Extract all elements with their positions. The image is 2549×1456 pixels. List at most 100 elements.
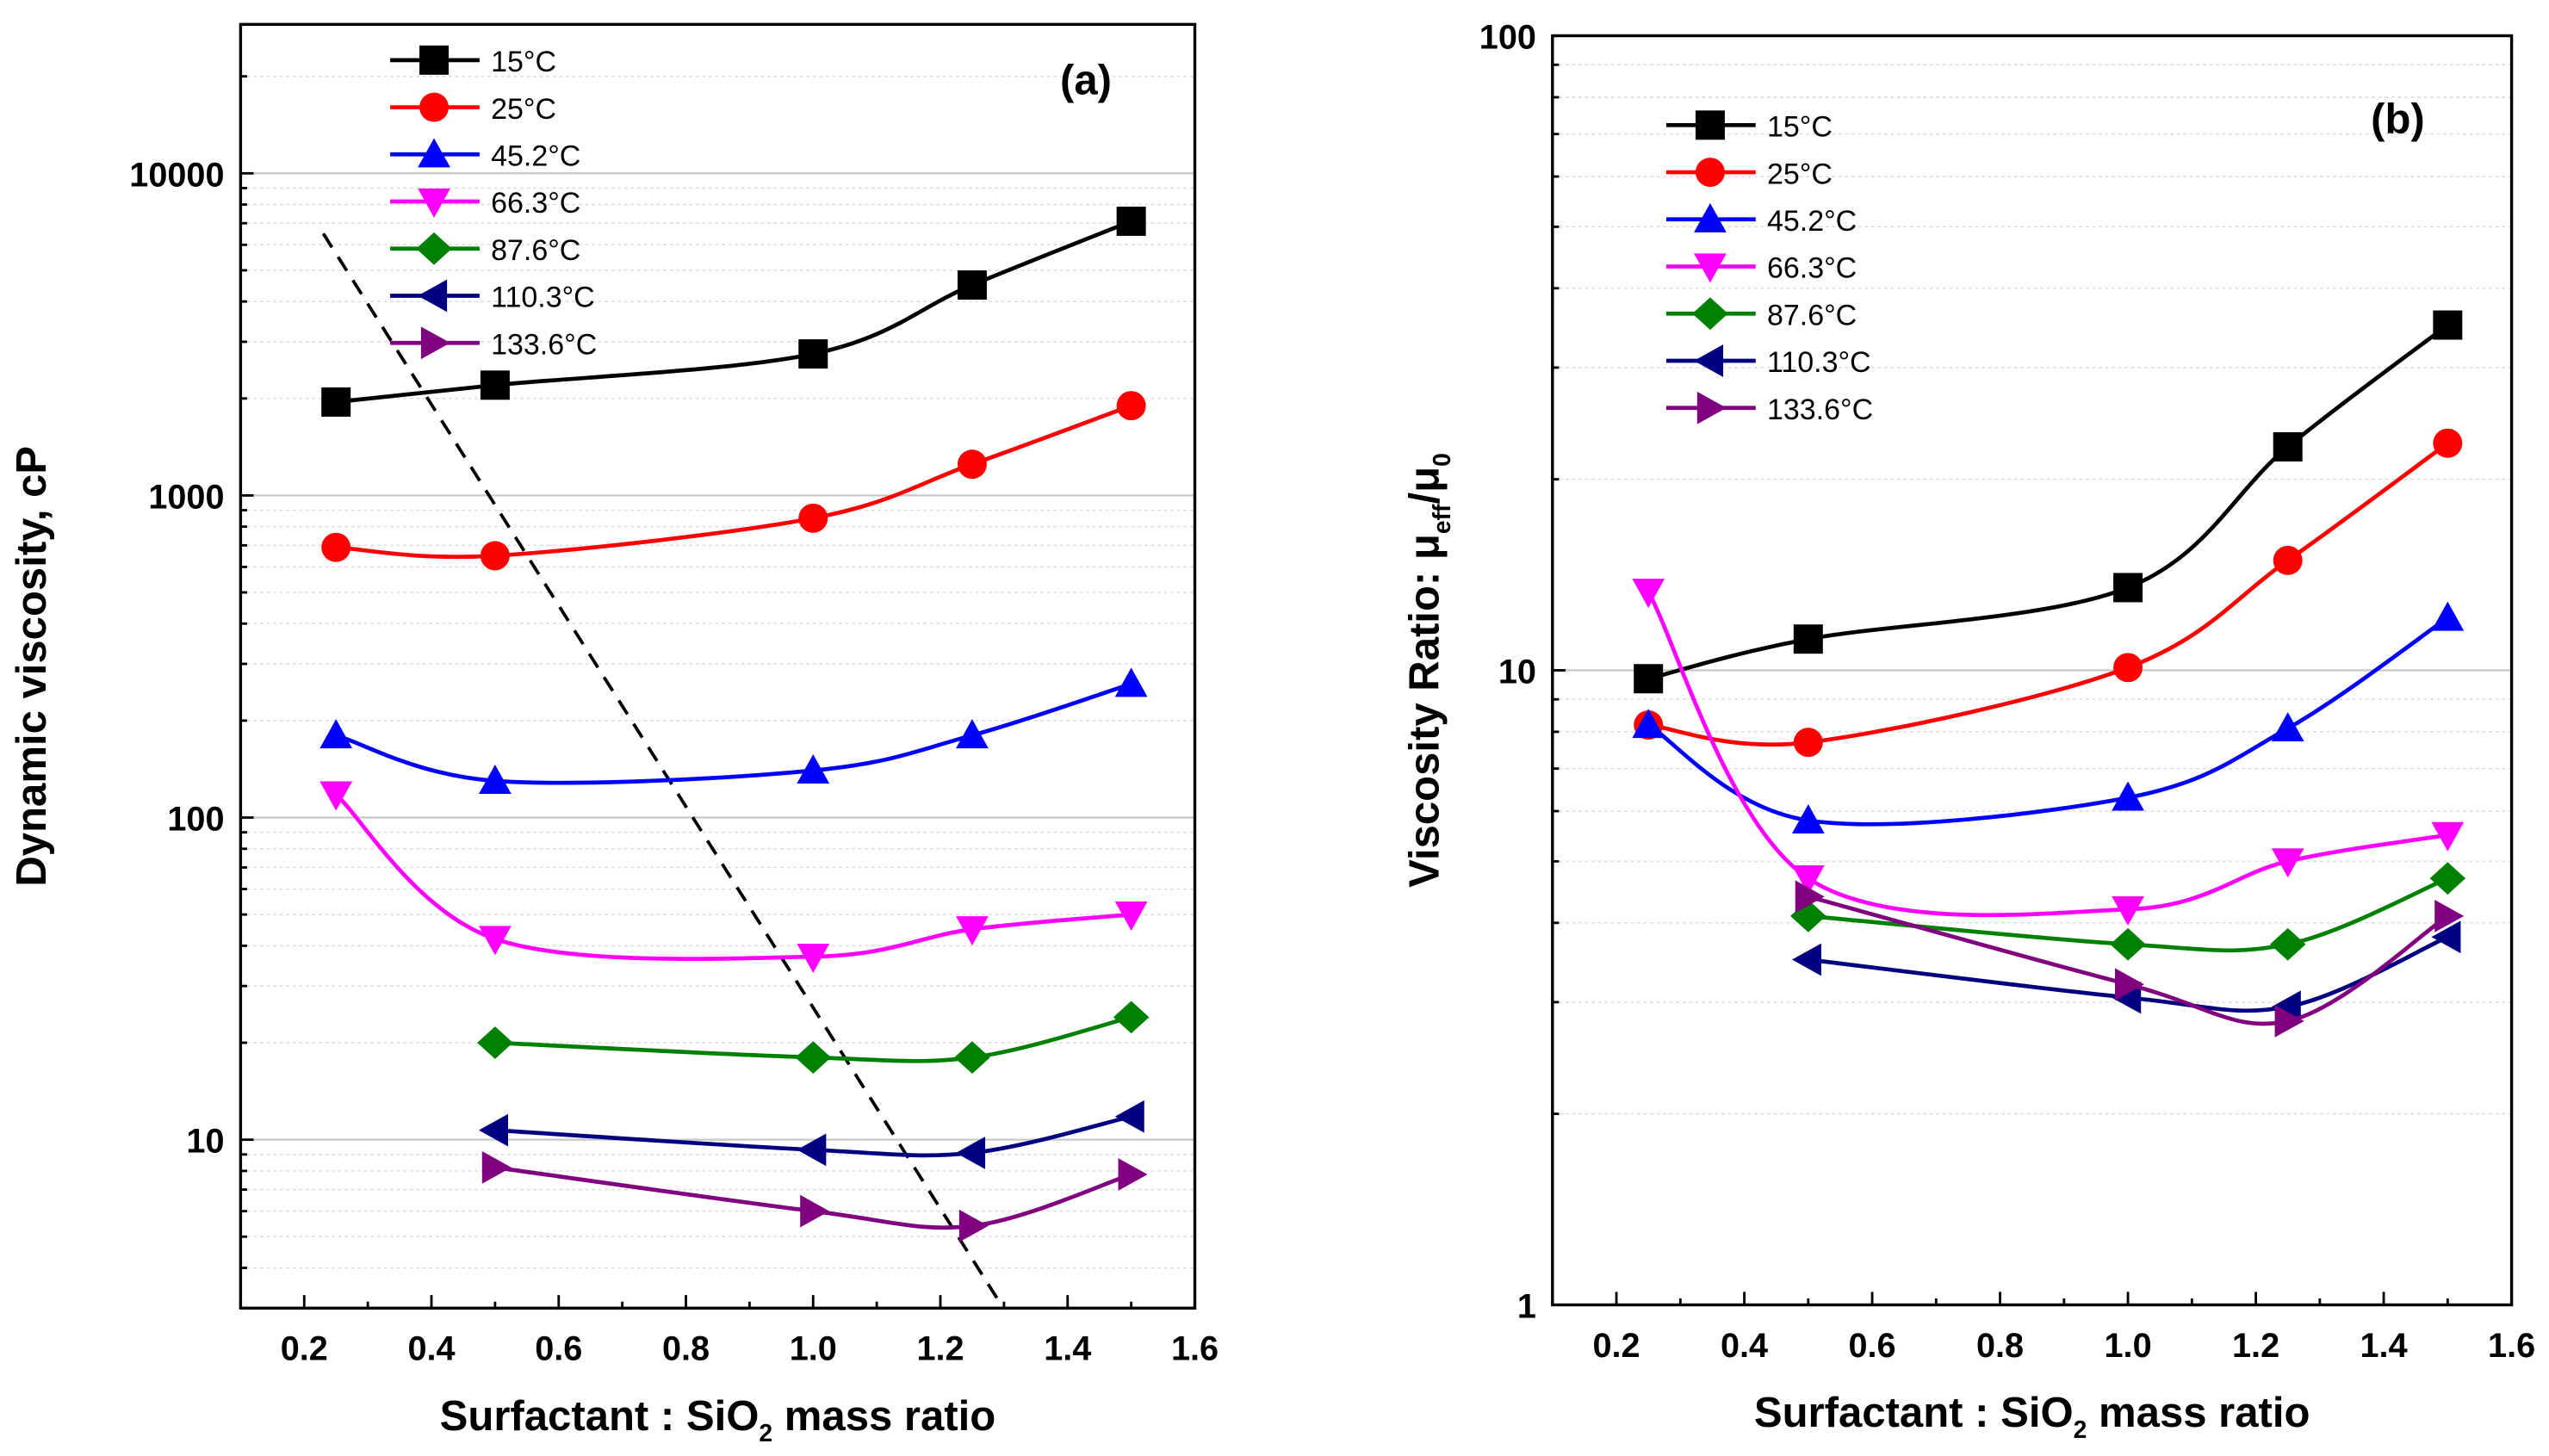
x-tick-label: 0.2 [281, 1330, 328, 1368]
marker-square [957, 270, 987, 300]
series-line [334, 792, 1132, 962]
y-tick-label: 10 [186, 1123, 224, 1161]
marker-triangle-up [1632, 709, 1665, 739]
marker-triangle-right [481, 1151, 512, 1184]
legend-label: 25°C [1767, 158, 1833, 190]
marker-square [1695, 110, 1725, 140]
marker-diamond [416, 232, 452, 265]
marker-diamond [2429, 862, 2466, 895]
y-label-part: Viscosity Ratio: μ [1402, 534, 1448, 888]
series-line [1808, 894, 2449, 1026]
x-tick-label: 0.6 [535, 1330, 582, 1368]
legend-item: 110.3°C [1665, 344, 1871, 379]
legend-item: 133.6°C [1665, 391, 1873, 426]
marker-square [1116, 206, 1146, 236]
x-label-part: mass ratio [2087, 1390, 2310, 1436]
marker-diamond [954, 1041, 990, 1075]
marker-circle [798, 503, 828, 533]
marker-triangle-down [319, 781, 353, 811]
marker-triangle-down [1791, 865, 1825, 895]
legend-item: 66.3°C [1665, 252, 1857, 285]
marker-triangle-right [2434, 900, 2465, 932]
marker-diamond [477, 1026, 513, 1059]
series-45.2C [319, 667, 1148, 794]
legend-item: 66.3°C [390, 187, 580, 220]
marker-triangle-right [800, 1194, 830, 1228]
marker-triangle-down [1694, 253, 1727, 283]
x-axis-label: Surfactant : SiO2 mass ratio [440, 1393, 996, 1447]
marker-triangle-left [2271, 990, 2301, 1024]
marker-circle [957, 449, 987, 480]
legend-item: 110.3°C [390, 279, 595, 314]
marker-triangle-left [1791, 943, 1821, 976]
plot-frame [239, 22, 1197, 1310]
x-tick-label: 0.4 [407, 1330, 455, 1368]
series-133.6C [1795, 880, 2465, 1038]
marker-triangle-left [956, 1137, 986, 1169]
y-label-subscript: 0 [1428, 453, 1455, 467]
legend-item: 87.6°C [1665, 297, 1857, 331]
marker-square [2433, 310, 2463, 340]
legend-label: 87.6°C [1767, 299, 1857, 331]
series-15C [1634, 310, 2463, 694]
marker-triangle-up [956, 719, 989, 749]
y-label-part: /μ [1402, 467, 1448, 505]
marker-circle [2113, 653, 2143, 683]
series-87.6C [477, 1001, 1150, 1075]
marker-diamond [2269, 927, 2306, 961]
legend-item: 15°C [1665, 110, 1833, 144]
x-tick-label: 0.4 [1721, 1327, 1768, 1365]
marker-diamond [2110, 927, 2146, 961]
legend-item: 15°C [390, 45, 556, 78]
marker-triangle-right [958, 1209, 989, 1242]
x-tick-label: 0.2 [1593, 1327, 1640, 1365]
x-tick-label: 1.6 [2488, 1327, 2535, 1365]
marker-square [419, 45, 450, 75]
legend-item: 45.2°C [1665, 202, 1857, 238]
marker-circle [321, 532, 351, 562]
marker-triangle-left [797, 1133, 827, 1167]
legend-label: 110.3°C [1767, 346, 1871, 379]
marker-triangle-up [1114, 667, 1148, 697]
trend-dashed-line [321, 232, 1000, 1300]
marker-triangle-up [2271, 712, 2304, 742]
legend-label: 133.6°C [1767, 393, 1873, 426]
x-label-part: Surfactant : SiO [440, 1393, 760, 1440]
x-tick-label: 1.4 [2360, 1327, 2408, 1365]
series-15C [321, 206, 1146, 417]
legend-label: 45.2°C [491, 140, 580, 173]
marker-triangle-up [2431, 601, 2465, 631]
series-line [494, 1114, 1132, 1158]
marker-triangle-right [420, 326, 450, 360]
panel-b: 1 10 100 0.2 0.4 0.6 0.8 1.0 1.2 1.4 1.6 Surfactant… [1402, 19, 2535, 1444]
marker-triangle-up [2112, 781, 2144, 811]
marker-diamond [795, 1041, 832, 1075]
marker-circle [419, 92, 450, 122]
marker-triangle-down [2112, 896, 2144, 926]
x-label-subscript: 2 [2074, 1416, 2087, 1443]
marker-circle [2433, 428, 2463, 458]
plot-frame [1551, 34, 2514, 1307]
marker-diamond [1113, 1001, 1150, 1034]
legend-label: 66.3°C [491, 187, 580, 220]
marker-triangle-left [479, 1113, 508, 1147]
marker-square [321, 387, 351, 417]
marker-circle [1695, 158, 1725, 188]
marker-triangle-down [797, 943, 830, 973]
marker-triangle-left [1114, 1100, 1144, 1133]
legend-label: 15°C [491, 46, 556, 78]
y-tick-label: 100 [1479, 19, 1536, 57]
series-line [1647, 591, 2448, 918]
marker-triangle-right [2114, 968, 2144, 1001]
marker-triangle-up [797, 753, 830, 784]
marker-square [2273, 431, 2303, 462]
marker-square [1634, 664, 1664, 694]
y-tick-label: 10000 [129, 156, 224, 194]
marker-triangle-left [1694, 344, 1724, 377]
marker-triangle-up [479, 765, 512, 794]
x-tick-label: 0.8 [1976, 1327, 2024, 1365]
legend-item: 25°C [1665, 158, 1833, 190]
marker-triangle-right [1696, 391, 1727, 424]
marker-triangle-down [1114, 901, 1148, 932]
marker-triangle-up [1791, 803, 1825, 833]
